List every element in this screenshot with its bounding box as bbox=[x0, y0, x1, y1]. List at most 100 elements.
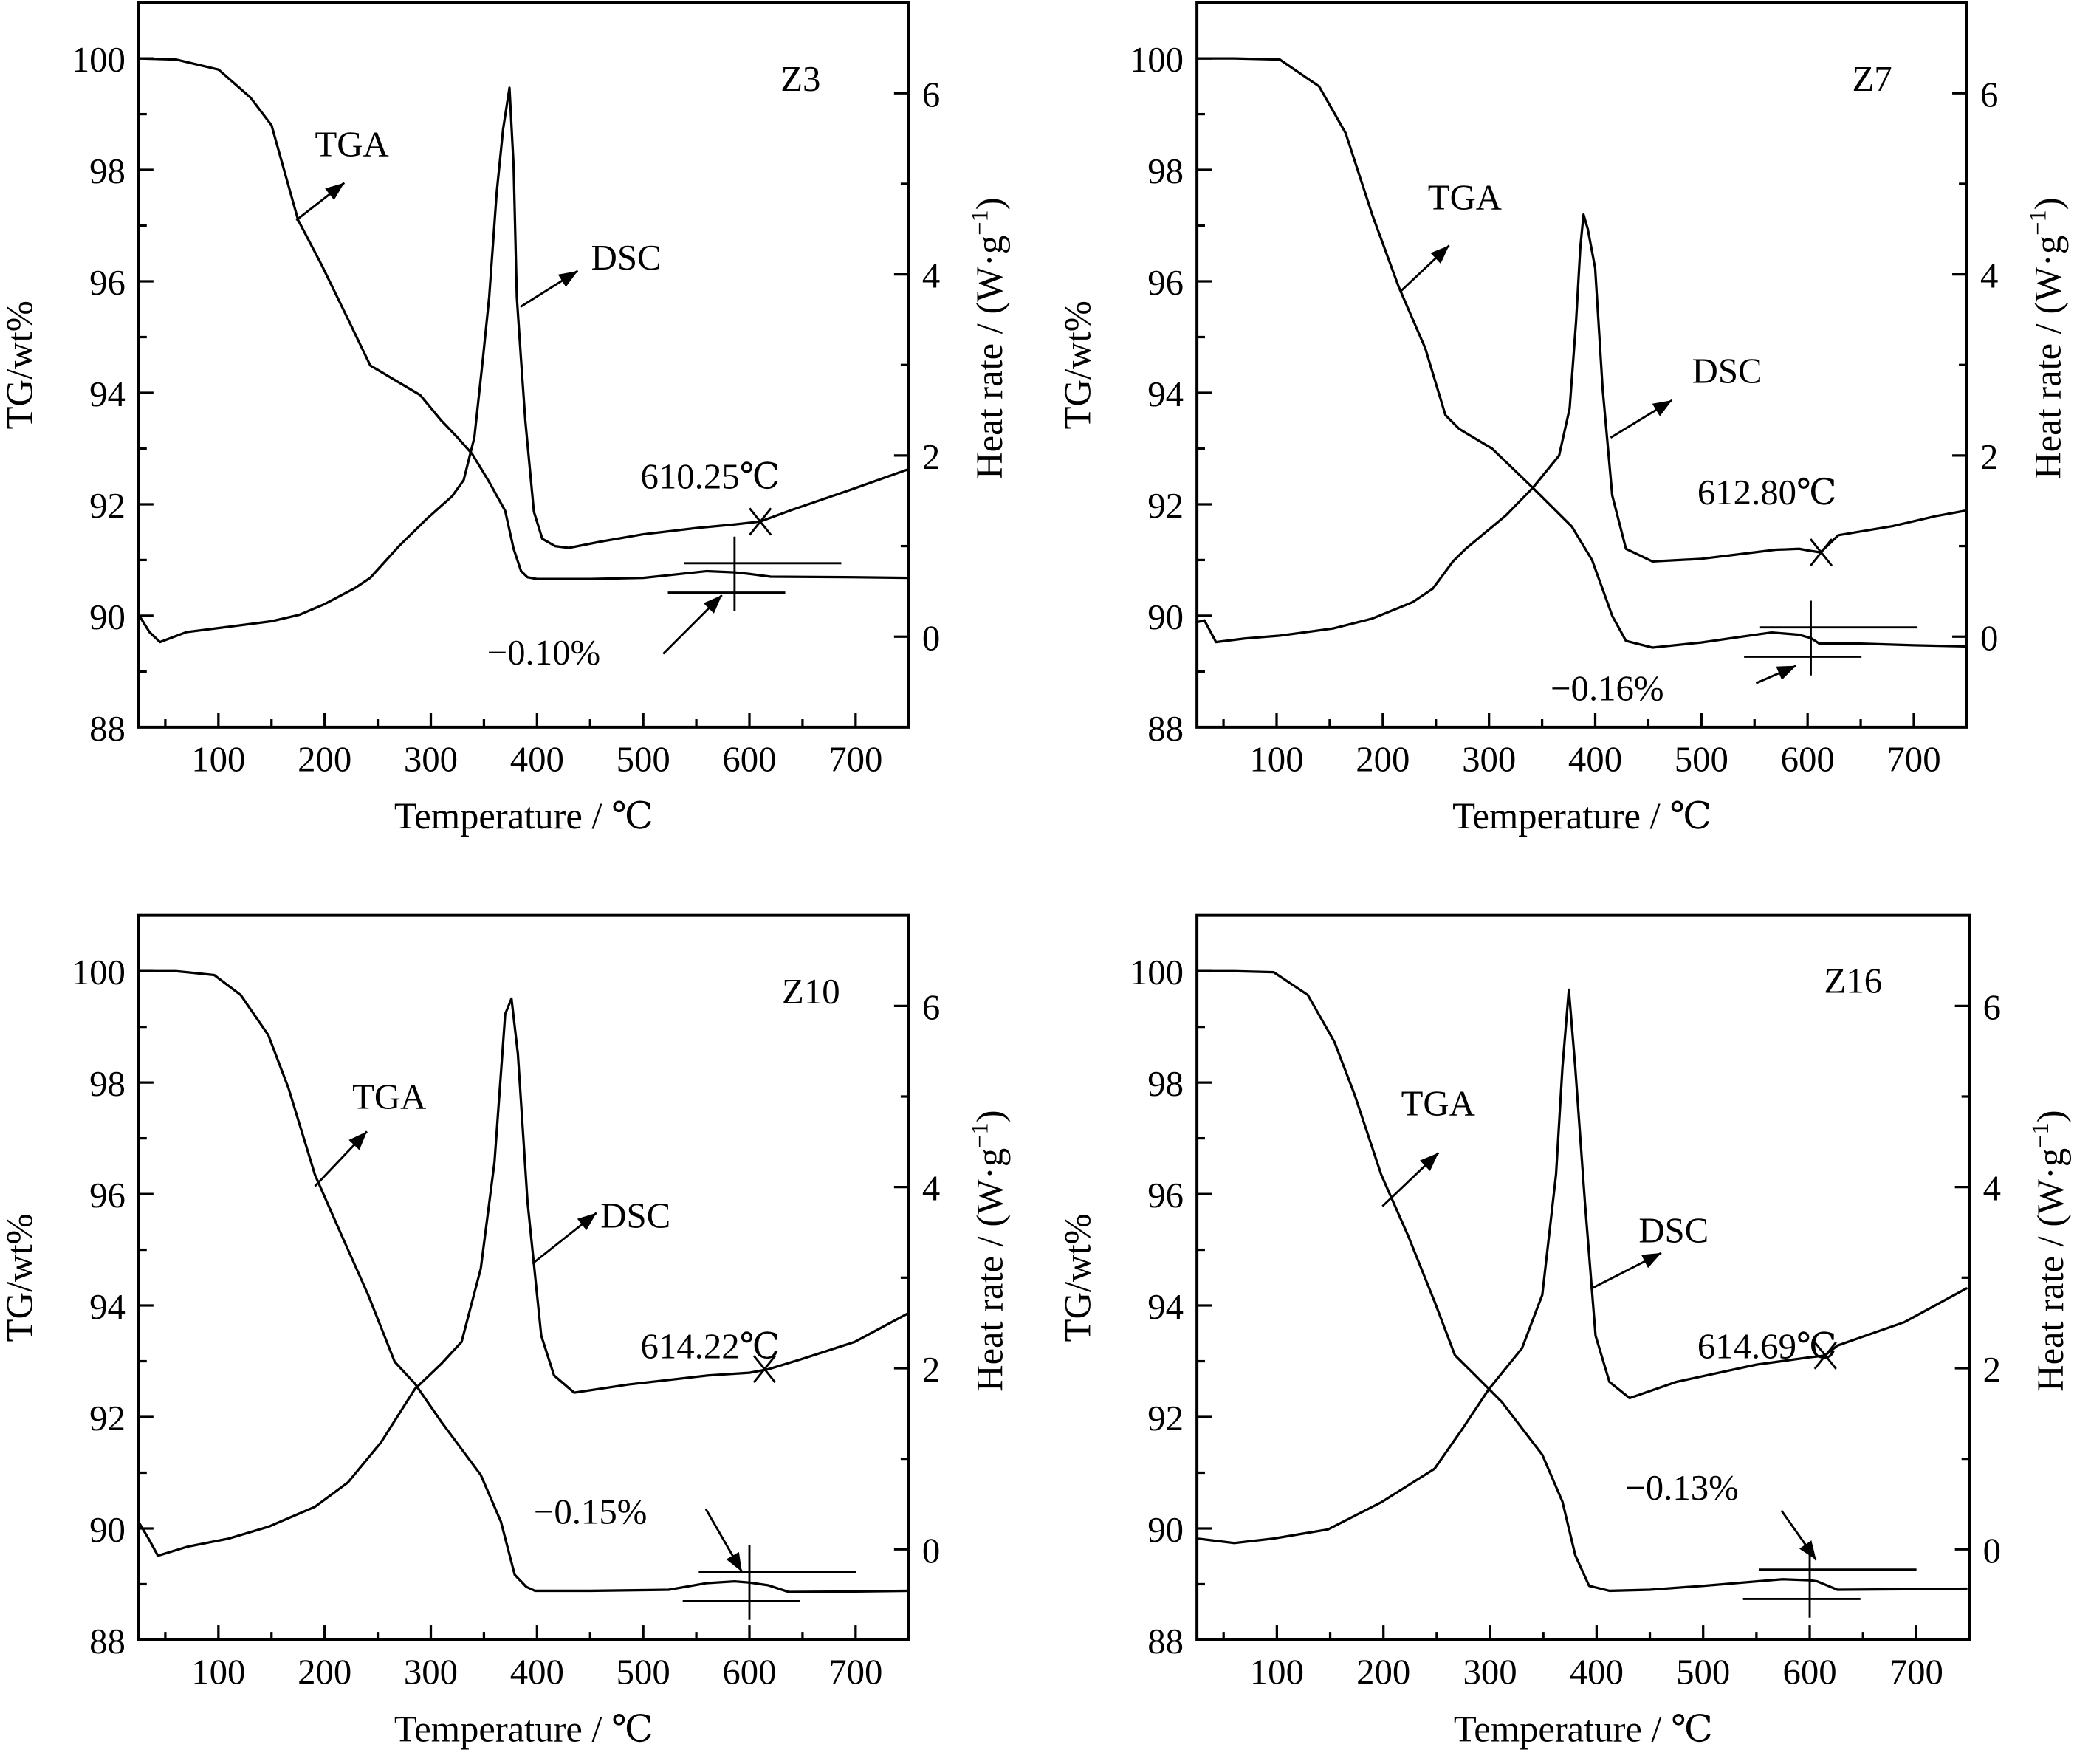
panel-label: Z10 bbox=[782, 972, 840, 1012]
y2-axis-label-main: Heat rate / (W·g bbox=[2027, 236, 2068, 479]
x-axis: 100 200 300 400 500 600 700 Temperature / ℃ bbox=[164, 1625, 882, 1749]
y-axis-right: 0 2 4 6 Heat rate / (W·g−1) bbox=[893, 75, 1010, 658]
dsc-arrow bbox=[1590, 1252, 1662, 1290]
tga-curve bbox=[1195, 57, 1966, 649]
y2-axis-label: Heat rate / (W·g−1) bbox=[966, 197, 1010, 479]
y-tick-label: 90 bbox=[89, 1510, 126, 1550]
x-tick-label: 600 bbox=[722, 1653, 776, 1692]
y2-tick-label: 4 bbox=[1983, 1169, 2001, 1209]
x-tick-label: 500 bbox=[1676, 1653, 1730, 1692]
panel-z10: 100 200 300 400 500 600 700 Temperature / ℃ 88 90… bbox=[0, 913, 1010, 1749]
onset-x-marker-icon bbox=[1813, 1341, 1837, 1370]
arrowhead-icon bbox=[1641, 1252, 1662, 1269]
x-tick-label: 400 bbox=[510, 1653, 564, 1692]
panel-label: Z16 bbox=[1824, 961, 1883, 1001]
x-axis-label: Temperature / ℃ bbox=[394, 795, 653, 837]
y2-tick-label: 2 bbox=[1980, 437, 1998, 477]
panel-z16: 100 200 300 400 500 600 700 Temperature / ℃ 88 90… bbox=[1057, 913, 2071, 1749]
dsc-label: DSC bbox=[1638, 1210, 1709, 1250]
arrowhead-icon bbox=[325, 182, 345, 200]
x-tick-label: 500 bbox=[617, 740, 670, 780]
dsc-curve bbox=[137, 86, 910, 644]
y-axis-right: 0 2 4 6 Heat rate / (W·g−1) bbox=[1954, 987, 2071, 1571]
y-tick-label: 100 bbox=[72, 40, 126, 80]
y2-tick-label: 6 bbox=[922, 987, 940, 1027]
onset-x-marker-icon bbox=[1809, 538, 1833, 567]
y2-axis-label: Heat rate / (W·g−1) bbox=[2028, 1110, 2071, 1392]
dsc-curve bbox=[137, 997, 910, 1557]
tga-curve bbox=[137, 57, 910, 580]
x-axis: 100 200 300 400 500 600 700 Temperature / ℃ bbox=[1222, 712, 1941, 837]
dsc-arrow bbox=[1610, 399, 1673, 439]
arrowhead-icon bbox=[1776, 665, 1796, 680]
y-axis-left: 88 90 92 94 96 98 100 TG/wt% bbox=[0, 953, 154, 1661]
arrowhead-icon bbox=[557, 270, 578, 287]
y-axis-right: 0 2 4 6 Heat rate / (W·g−1) bbox=[1952, 75, 2068, 658]
onset-temperature-label: 614.69℃ bbox=[1697, 1327, 1837, 1367]
y-tick-label: 96 bbox=[89, 1176, 126, 1215]
onset-x-marker-icon bbox=[749, 507, 772, 536]
dsc-curve bbox=[1195, 988, 1968, 1545]
y2-tick-label: 0 bbox=[1983, 1531, 2001, 1571]
arrowhead-icon bbox=[726, 1551, 742, 1572]
y2-axis-label-superscript: −1 bbox=[966, 1122, 993, 1148]
y-tick-label: 100 bbox=[1130, 40, 1184, 80]
y-axis-label: TG/wt% bbox=[1057, 1213, 1099, 1342]
y-axis-label: TG/wt% bbox=[0, 1213, 40, 1342]
x-tick-label: 700 bbox=[828, 740, 882, 780]
x-tick-label: 100 bbox=[1249, 740, 1303, 780]
mass-change-arrow bbox=[1755, 665, 1797, 684]
y-tick-label: 94 bbox=[1147, 374, 1184, 414]
y-tick-label: 88 bbox=[89, 1621, 126, 1661]
x-tick-label: 600 bbox=[1781, 740, 1835, 780]
x-tick-label: 400 bbox=[510, 740, 564, 780]
y2-axis-label-close: ) bbox=[969, 1110, 1010, 1122]
panel-label: Z7 bbox=[1852, 59, 1892, 99]
y-axis-left: 88 90 92 94 96 98 100 TG/wt% bbox=[1057, 953, 1212, 1661]
y2-tick-label: 4 bbox=[922, 1169, 940, 1209]
y2-tick-label: 6 bbox=[922, 75, 940, 114]
dsc-label: DSC bbox=[591, 238, 662, 278]
y-tick-label: 90 bbox=[1147, 1510, 1184, 1550]
y-tick-label: 92 bbox=[89, 486, 126, 526]
x-tick-label: 700 bbox=[828, 1653, 882, 1692]
panel-z7: 100 200 300 400 500 600 700 Temperature / ℃ 88 90… bbox=[1057, 1, 2068, 837]
onset-temperature-label: 612.80℃ bbox=[1697, 473, 1837, 512]
x-tick-label: 300 bbox=[1462, 740, 1516, 780]
x-tick-label: 500 bbox=[1675, 740, 1728, 780]
y2-axis-label-close: ) bbox=[2027, 197, 2068, 210]
mass-change-label: −0.10% bbox=[487, 633, 601, 673]
y2-axis-label-main: Heat rate / (W·g bbox=[2030, 1148, 2071, 1392]
x-tick-label: 200 bbox=[298, 1653, 351, 1692]
y-tick-label: 90 bbox=[1147, 597, 1184, 637]
arrowhead-icon bbox=[1420, 1153, 1439, 1171]
x-axis-label: Temperature / ℃ bbox=[394, 1708, 653, 1749]
onset-temperature-label: 614.22℃ bbox=[640, 1327, 780, 1367]
y2-tick-label: 6 bbox=[1983, 987, 2001, 1027]
y-tick-label: 88 bbox=[89, 709, 126, 749]
onset-x-marker-icon bbox=[752, 1355, 777, 1384]
y-tick-label: 88 bbox=[1147, 709, 1184, 749]
dsc-curve bbox=[1195, 213, 1966, 644]
y-tick-label: 90 bbox=[89, 597, 126, 637]
y-tick-label: 92 bbox=[1147, 1398, 1184, 1438]
x-axis-label: Temperature / ℃ bbox=[1452, 795, 1711, 837]
panel-label: Z3 bbox=[780, 59, 820, 99]
mass-change-arrow bbox=[704, 1509, 744, 1573]
mass-change-crosshair-icon bbox=[682, 1545, 856, 1620]
y2-axis-label-close: ) bbox=[969, 197, 1010, 210]
y-tick-label: 92 bbox=[89, 1398, 126, 1438]
x-tick-label: 300 bbox=[404, 1653, 458, 1692]
y2-tick-label: 2 bbox=[1983, 1350, 2001, 1390]
x-tick-label: 200 bbox=[1356, 740, 1410, 780]
plot-frame bbox=[1195, 1, 1968, 729]
dsc-arrow bbox=[532, 1212, 597, 1265]
onset-temperature-label: 610.25℃ bbox=[640, 456, 780, 496]
mass-change-label: −0.15% bbox=[534, 1492, 648, 1532]
tga-curve bbox=[137, 969, 910, 1593]
y2-axis-label-close: ) bbox=[2030, 1110, 2071, 1122]
arrowhead-icon bbox=[1430, 245, 1449, 264]
y-tick-label: 98 bbox=[1147, 1064, 1184, 1104]
y-tick-label: 94 bbox=[89, 374, 126, 414]
plot-frame bbox=[137, 1, 910, 729]
